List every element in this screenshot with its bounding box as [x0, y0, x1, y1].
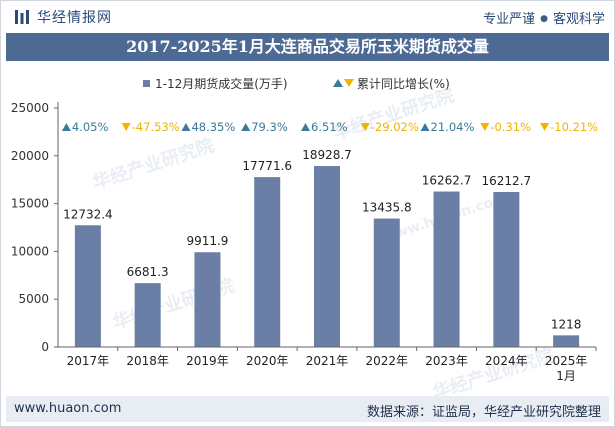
bar-value-label: 6681.3 [127, 265, 169, 279]
bar [493, 192, 520, 347]
x-tick-label: 2021年 [306, 354, 349, 368]
x-tick-label: 2017年 [67, 354, 110, 368]
growth-label: -29.02% [371, 120, 419, 134]
bar-value-label: 16262.7 [422, 174, 472, 188]
y-tick-label: 10000 [11, 244, 49, 258]
legend-up-triangle-icon [333, 79, 343, 87]
growth-down-triangle-icon [480, 123, 490, 131]
y-tick-label: 20000 [11, 149, 49, 163]
bar [194, 252, 221, 347]
x-tick-label: 2023年 [425, 354, 468, 368]
legend-bar-label: 1-12月期货成交量(万手) [155, 76, 288, 91]
growth-label: -47.53% [132, 120, 180, 134]
x-tick-label: 2024年 [485, 354, 528, 368]
footer-data-source: 数据来源：证监局，华经产业研究院整理 [366, 405, 601, 420]
growth-label: 79.3% [251, 120, 288, 134]
growth-up-triangle-icon [241, 123, 251, 131]
bar-value-label: 18928.7 [302, 148, 352, 162]
growth-label: 48.35% [191, 120, 235, 134]
bar-value-label: 17771.6 [242, 159, 292, 173]
huajing-logo-icon [15, 10, 29, 24]
growth-label: 21.04% [431, 120, 475, 134]
bar-value-label: 13435.8 [362, 201, 412, 215]
growth-up-triangle-icon [181, 123, 191, 131]
x-tick-label: 1月 [556, 369, 576, 383]
bar [254, 177, 281, 347]
y-tick-label: 15000 [11, 197, 49, 211]
legend-growth-label: 累计同比增长(%) [357, 77, 450, 91]
legend-down-triangle-icon [344, 79, 354, 87]
x-tick-label: 2018年 [126, 354, 169, 368]
growth-down-triangle-icon [540, 123, 550, 131]
bar [553, 335, 580, 347]
x-tick-label: 2019年 [186, 354, 229, 368]
bar [373, 218, 400, 347]
bar-value-label: 1218 [551, 317, 582, 331]
growth-label: -0.31% [490, 120, 531, 134]
y-tick-label: 5000 [18, 292, 49, 306]
x-tick-label: 2020年 [246, 354, 289, 368]
footer: www.huaon.com 数据来源：证监局，华经产业研究院整理 [6, 396, 609, 422]
y-tick-label: 25000 [11, 101, 49, 115]
bar-value-label: 9911.9 [186, 234, 228, 248]
y-tick-label: 0 [41, 340, 49, 354]
growth-up-triangle-icon [420, 123, 430, 131]
growth-down-triangle-icon [121, 123, 131, 131]
footer-site-url: www.huaon.com [14, 401, 122, 416]
growth-up-triangle-icon [61, 123, 71, 131]
growth-up-triangle-icon [301, 123, 310, 131]
legend: 1-12月期货成交量(万手) 累计同比增长(%) [143, 76, 450, 91]
x-axis: 2017年 2018年 2019年 2020年 2021年 2022年 2023年 2024年… [58, 346, 597, 383]
tagline-objective: 客观科学 [552, 12, 605, 27]
bar [134, 283, 161, 347]
growth-label: 4.05% [72, 120, 109, 134]
bar-value-label: 16212.7 [482, 174, 532, 188]
bars-group: 12732.4 6681.3 9911.9 17771.6 18928.7 13435.8… [63, 148, 581, 347]
growth-label: 6.51% [311, 120, 348, 134]
separator-dot-icon: ● [540, 14, 548, 24]
x-tick-label: 2022年 [366, 354, 409, 368]
bar [74, 225, 101, 347]
y-axis: 0 5000 10000 15000 20000 25000 [11, 101, 59, 354]
chart-title: 2017-2025年1月大连商品交易所玉米期货成交量 [6, 33, 609, 61]
bar [314, 166, 340, 347]
legend-bar-swatch [143, 80, 150, 87]
top-bar: 华经情报网 专业严谨 ● 客观科学 [0, 0, 615, 32]
tagline-professional: 专业严谨 [483, 12, 536, 27]
growth-label: -10.21% [550, 120, 598, 134]
tagline: 专业严谨 ● 客观科学 [483, 8, 605, 27]
bar [433, 191, 460, 347]
bar-value-label: 12732.4 [63, 207, 113, 221]
brand-name: 华经情报网 [37, 10, 112, 26]
growth-labels: 4.05% -47.53% 48.35% 79.3% 6.51% -29.02% 21.04… [61, 120, 598, 134]
growth-down-triangle-icon [360, 123, 370, 131]
bar-chart: 1-12月期货成交量(万手) 累计同比增长(%) 0 5000 10000 15000… [11, 76, 598, 383]
x-tick-label: 2025年 [545, 354, 588, 368]
